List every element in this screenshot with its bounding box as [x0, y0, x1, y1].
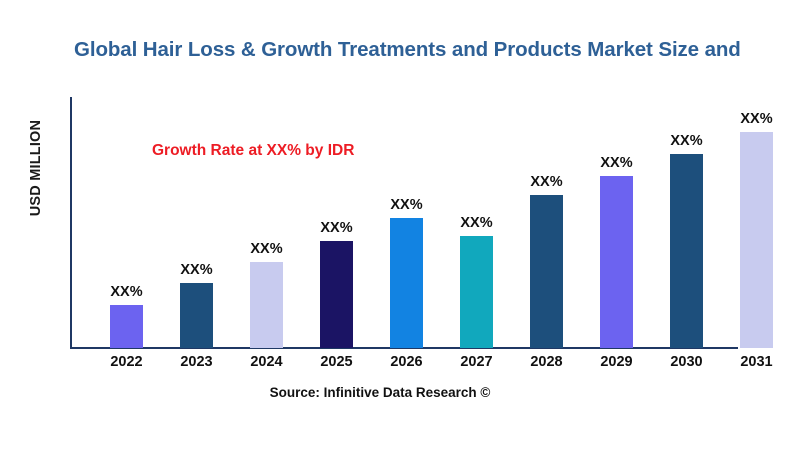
- bar-2026[interactable]: XX%: [390, 197, 423, 348]
- bar-rect: [740, 132, 773, 348]
- x-tick-2030: 2030: [670, 354, 703, 370]
- x-tick-2027: 2027: [460, 354, 493, 370]
- bar-value-label: XX%: [600, 155, 633, 171]
- bar-2022[interactable]: XX%: [110, 284, 143, 348]
- y-axis-line: [70, 97, 72, 349]
- x-tick-2023: 2023: [180, 354, 213, 370]
- source-caption: Source: Infinitive Data Research ©: [269, 385, 491, 400]
- bar-value-label: XX%: [460, 215, 493, 231]
- bar-2024[interactable]: XX%: [250, 241, 283, 348]
- x-tick-2025: 2025: [320, 354, 353, 370]
- x-tick-2031: 2031: [740, 354, 773, 370]
- page-title: Global Hair Loss & Growth Treatments and…: [74, 38, 741, 61]
- x-tick-2026: 2026: [390, 354, 423, 370]
- bar-2027[interactable]: XX%: [460, 215, 493, 348]
- x-tick-2029: 2029: [600, 354, 633, 370]
- y-axis-label: USD MILLION: [28, 119, 44, 217]
- bar-rect: [670, 154, 703, 348]
- bar-rect: [530, 195, 563, 348]
- bar-2030[interactable]: XX%: [670, 133, 703, 348]
- bar-rect: [390, 218, 423, 348]
- bar-value-label: XX%: [180, 262, 213, 278]
- x-axis-line: [70, 347, 738, 349]
- bar-rect: [460, 236, 493, 348]
- bar-value-label: XX%: [110, 284, 143, 300]
- bar-2028[interactable]: XX%: [530, 174, 563, 348]
- bar-2031[interactable]: XX%: [740, 111, 773, 348]
- bar-2023[interactable]: XX%: [180, 262, 213, 348]
- bar-rect: [110, 305, 143, 348]
- bar-rect: [180, 283, 213, 348]
- bar-value-label: XX%: [530, 174, 563, 190]
- growth-rate-annotation: Growth Rate at XX% by IDR: [152, 142, 355, 159]
- bar-rect: [600, 176, 633, 348]
- bar-value-label: XX%: [390, 197, 423, 213]
- bar-value-label: XX%: [250, 241, 283, 257]
- bar-2025[interactable]: XX%: [320, 220, 353, 348]
- bar-2029[interactable]: XX%: [600, 155, 633, 348]
- bar-value-label: XX%: [670, 133, 703, 149]
- x-tick-2022: 2022: [110, 354, 143, 370]
- bar-value-label: XX%: [320, 220, 353, 236]
- x-tick-2028: 2028: [530, 354, 563, 370]
- bar-rect: [250, 262, 283, 348]
- bar-rect: [320, 241, 353, 348]
- x-tick-2024: 2024: [250, 354, 283, 370]
- bar-value-label: XX%: [740, 111, 773, 127]
